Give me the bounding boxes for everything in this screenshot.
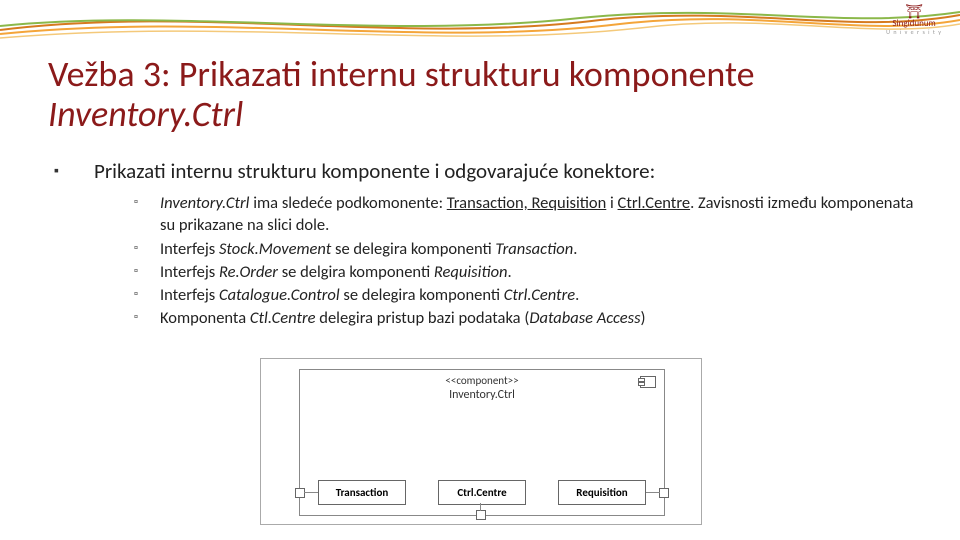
sub-text-3: Interfejs Catalogue.Control se delegira … [160,284,924,306]
sub-text-2: Interfejs Re.Order se delgira komponenti… [160,261,924,283]
list-item: ▫ Inventory.Ctrl ima sledeće podkomonent… [134,192,924,237]
title-line2: Inventory.Ctrl [48,92,243,136]
bullet-marker: ▪ [54,158,94,184]
sub-text-4: Komponenta Ctl.Centre delegira pristup b… [160,307,924,329]
square-marker: ▫ [134,284,160,306]
square-marker: ▫ [134,307,160,329]
outer-component-label: <<component>> Inventory.Ctrl [300,374,664,403]
title-line1: Vežba 3: Prikazati internu strukturu kom… [48,52,755,96]
list-item: ▫ Komponenta Ctl.Centre delegira pristup… [134,307,924,329]
inner-component-ctrlcentre: Ctrl.Centre [438,480,526,505]
logo-icon: ⛩ [886,4,942,19]
list-item: ▫ Interfejs Stock.Movement se delegira k… [134,238,924,260]
square-marker: ▫ [134,238,160,260]
list-item: ▫ Interfejs Catalogue.Control se delegir… [134,284,924,306]
outer-name: Inventory.Ctrl [449,388,515,402]
list-item: ▫ Interfejs Re.Order se delgira komponen… [134,261,924,283]
main-bullet: ▪ Prikazati internu strukturu komponente… [54,158,924,184]
stereotype: <<component>> [445,374,518,387]
content-area: ▪ Prikazati internu strukturu komponente… [54,158,924,331]
connector [480,503,481,511]
logo-sub: U n i v e r s i t y [886,29,942,36]
port-left [295,488,305,498]
square-marker: ▫ [134,261,160,283]
header-waves [0,0,960,50]
connector [646,492,660,493]
sub-text-1: Interfejs Stock.Movement se delegira kom… [160,238,924,260]
university-logo: ⛩ Singidunum U n i v e r s i t y [886,4,942,36]
main-bullet-text: Prikazati internu strukturu komponente i… [94,158,655,184]
slide-title: Vežba 3: Prikazati internu strukturu kom… [48,55,755,134]
sub-list: ▫ Inventory.Ctrl ima sledeće podkomonent… [134,192,924,330]
component-icon [640,376,656,388]
inner-component-transaction: Transaction [318,480,406,505]
inner-component-requisition: Requisition [558,480,646,505]
port-right [659,488,669,498]
sub-text-0: Inventory.Ctrl ima sledeće podkomonente:… [160,192,924,237]
square-marker: ▫ [134,192,160,237]
connector [304,492,318,493]
uml-diagram: <<component>> Inventory.Ctrl Transaction… [260,358,702,525]
outer-component: <<component>> Inventory.Ctrl Transaction… [299,369,665,516]
port-bottom [476,510,486,520]
